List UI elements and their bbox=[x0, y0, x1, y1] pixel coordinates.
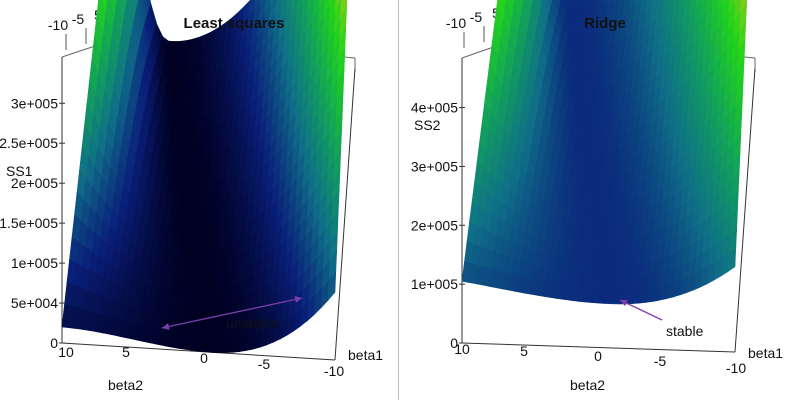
z-tick-label: 2e+005 bbox=[11, 175, 58, 191]
z-tick-label: 0 bbox=[50, 335, 58, 351]
z-tick-label: 2.5e+005 bbox=[0, 135, 58, 151]
beta1-axis-line bbox=[734, 67, 756, 353]
annotation-arrow-head bbox=[620, 299, 628, 307]
beta1-tick-label: -5 bbox=[470, 9, 483, 25]
surface-facet bbox=[302, 0, 306, 6]
z-tick-label: 3e+005 bbox=[11, 95, 58, 111]
annotation-arrow-shaft bbox=[619, 299, 663, 321]
chart-title: Ridge bbox=[584, 15, 626, 32]
beta2-tick-label: 5 bbox=[520, 343, 528, 359]
beta2-tick-label: 10 bbox=[58, 344, 74, 360]
z-axis-label: SS1 bbox=[6, 163, 33, 179]
beta2-axis-label: beta2 bbox=[570, 377, 605, 393]
annotation-arrow-head bbox=[294, 296, 302, 303]
z-tick-label: 1e+005 bbox=[411, 276, 458, 292]
beta2-axis-line bbox=[461, 342, 736, 353]
z-tick-label: 5e+004 bbox=[11, 295, 58, 311]
beta2-tick-label: 10 bbox=[454, 341, 470, 357]
least-squares-surface-plot: -10-551005e+0041e+0051.5e+0052e+0052.5e+… bbox=[0, 0, 383, 393]
surface-facet bbox=[727, 247, 737, 272]
surface-facet bbox=[723, 0, 727, 6]
z-tick-label: 0 bbox=[450, 335, 458, 351]
z-tick-label: 1e+005 bbox=[11, 255, 58, 271]
surface-mesh bbox=[461, 0, 748, 305]
beta1-tick-label: -5 bbox=[72, 11, 85, 27]
ridge-surface-plot: -10-551001e+0052e+0053e+0054e+0051050-5-… bbox=[411, 0, 783, 393]
z-tick-label: 2e+005 bbox=[411, 217, 458, 233]
beta2-tick-label: 0 bbox=[594, 348, 602, 364]
surface-mesh bbox=[61, 0, 348, 353]
beta1-tick-label: -10 bbox=[446, 15, 466, 31]
z-tick-label: 3e+005 bbox=[411, 158, 458, 174]
annotation-arrow-shaft bbox=[161, 297, 303, 329]
beta1-axis-label: beta1 bbox=[748, 345, 783, 361]
z-axis-label: SS2 bbox=[414, 117, 441, 133]
surface-facet bbox=[327, 270, 337, 301]
chart-title: Least squares bbox=[184, 15, 285, 32]
z-tick-label: 4e+005 bbox=[411, 100, 458, 116]
beta2-tick-label: -10 bbox=[324, 363, 344, 379]
annotation-text: stable bbox=[666, 323, 704, 339]
annotation-text: unstable bbox=[226, 315, 279, 331]
beta1-axis-line bbox=[334, 67, 356, 361]
annotation-arrow-head bbox=[162, 323, 170, 330]
panel-divider bbox=[398, 0, 399, 400]
beta2-tick-label: 5 bbox=[122, 344, 130, 360]
beta2-tick-label: -5 bbox=[258, 356, 271, 372]
z-tick-label: 1.5e+005 bbox=[0, 215, 58, 231]
beta1-axis-label: beta1 bbox=[348, 347, 383, 363]
beta2-tick-label: -5 bbox=[654, 353, 667, 369]
beta2-axis-label: beta2 bbox=[108, 377, 143, 393]
beta2-tick-label: -10 bbox=[726, 360, 746, 376]
beta1-tick-label: -10 bbox=[48, 17, 68, 33]
beta2-tick-label: 0 bbox=[200, 350, 208, 366]
